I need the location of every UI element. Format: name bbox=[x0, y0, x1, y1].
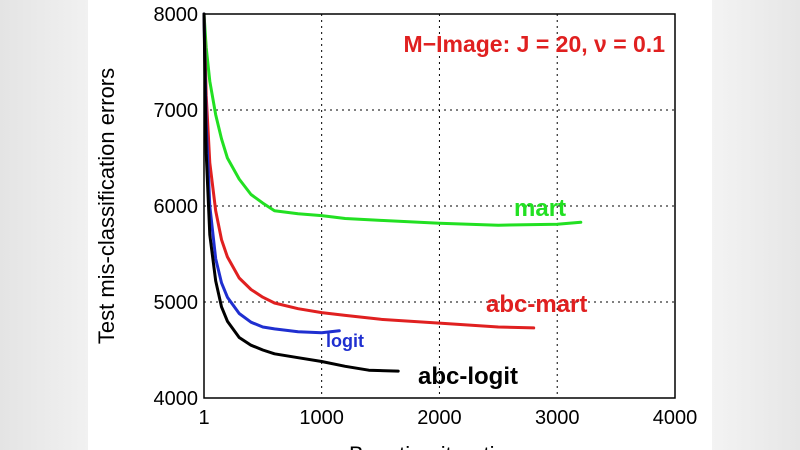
plot-frame bbox=[203, 13, 676, 399]
series-line-mart bbox=[202, 12, 583, 227]
chart-svg: 1 1000 2000 3000 4000 4000 5000 6000 7000 8000 Te… bbox=[94, 4, 698, 450]
x-tick-label: 3000 bbox=[535, 407, 580, 429]
y-axis-label: Test mis-classification errors bbox=[94, 68, 119, 344]
grid bbox=[204, 14, 675, 398]
series-line-abc-logit bbox=[202, 12, 400, 373]
chart-figure: 1 1000 2000 3000 4000 4000 5000 6000 7000 8000 Te… bbox=[88, 0, 712, 450]
y-tick-label: 5000 bbox=[154, 292, 199, 314]
series-label-mart: mart bbox=[514, 195, 566, 222]
series-lines bbox=[202, 12, 583, 373]
chart-title: M−Image: J = 20, ν = 0.1 bbox=[404, 31, 666, 57]
x-tick-label: 2000 bbox=[417, 407, 462, 429]
series-label-abc-mart: abc-mart bbox=[486, 291, 587, 318]
y-tick-label: 7000 bbox=[154, 100, 199, 122]
y-tick-label: 6000 bbox=[154, 196, 199, 218]
tick-labels: 1 1000 2000 3000 4000 4000 5000 6000 7000 8000 bbox=[154, 4, 698, 429]
y-tick-label: 4000 bbox=[154, 388, 199, 410]
x-tick-label: 1000 bbox=[299, 407, 344, 429]
series-label-logit: logit bbox=[326, 331, 364, 351]
x-tick-label: 4000 bbox=[653, 407, 698, 429]
left-background-panel bbox=[0, 0, 88, 450]
series-label-abc-logit: abc-logit bbox=[418, 363, 518, 390]
series-line-abc-mart bbox=[202, 12, 536, 330]
right-background-panel bbox=[712, 0, 800, 450]
x-tick-label: 1 bbox=[198, 407, 209, 429]
series-line-logit bbox=[202, 12, 341, 335]
y-tick-label: 8000 bbox=[154, 4, 199, 26]
x-axis-label: Boosting iterations bbox=[349, 442, 530, 450]
